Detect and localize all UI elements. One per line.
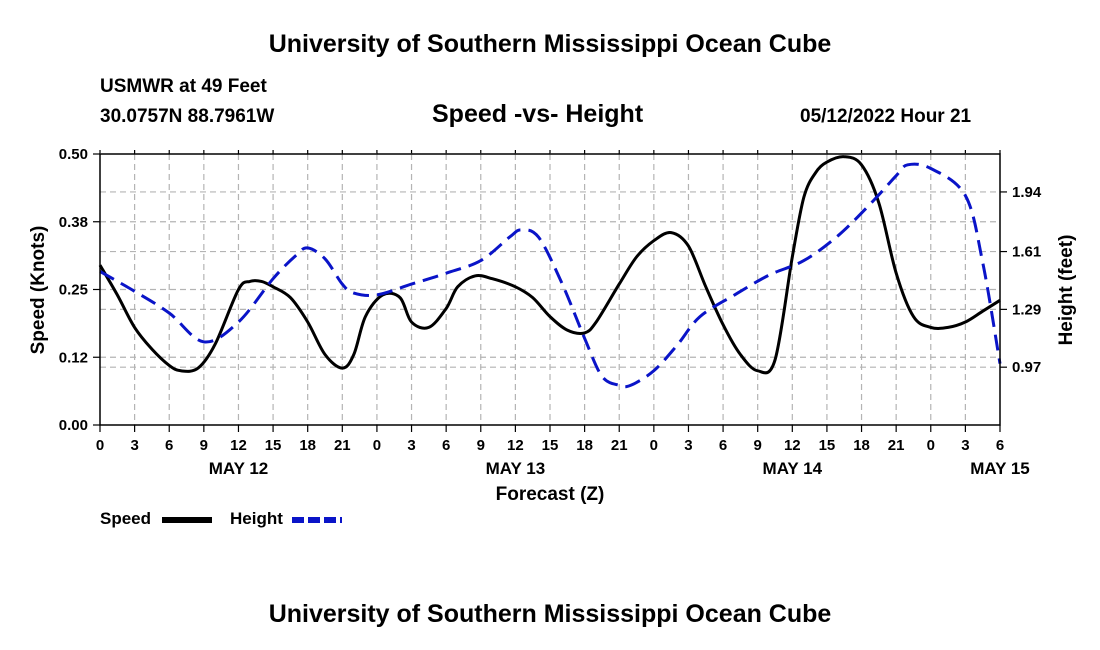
date-label: MAY 14 (763, 459, 823, 478)
x-tick-label: 21 (334, 437, 351, 454)
x-tick-label: 18 (853, 437, 870, 454)
y-axis-title: Speed (Knots) (28, 226, 49, 355)
page-title: University of Southern Mississippi Ocean… (268, 30, 832, 58)
x-tick-label: 9 (477, 437, 485, 454)
series-line-height (99, 162, 1002, 389)
x-tick-label: 9 (754, 437, 762, 454)
x-tick-label: 6 (719, 437, 727, 454)
x-tick-label: 21 (888, 437, 905, 454)
x-tick-label: 15 (542, 437, 559, 454)
x-tick-label: 12 (784, 437, 801, 454)
x-tick-label: 6 (442, 437, 450, 454)
station-label: USMWR at 49 Feet (100, 76, 267, 97)
x-axis-title: Forecast (Z) (496, 484, 605, 505)
x-tick-label: 3 (407, 437, 415, 454)
x-tick-label: 0 (650, 437, 658, 454)
x-tick-label: 12 (230, 437, 247, 454)
x-tick-label: 3 (961, 437, 969, 454)
legend-height-label: Height (230, 509, 283, 528)
series-line-speed (98, 155, 1001, 375)
station-coordinates: 30.0757N 88.7961W (100, 106, 275, 127)
series-lines (98, 155, 1002, 389)
x-tick-label: 3 (684, 437, 692, 454)
x-tick-label: 6 (996, 437, 1004, 454)
x-tick-label: 3 (130, 437, 138, 454)
y2-tick-label: 1.61 (1012, 244, 1041, 261)
y2-axis-title: Height (feet) (1056, 235, 1077, 346)
x-tick-label: 21 (611, 437, 628, 454)
y-tick-label: 0.12 (59, 349, 88, 366)
x-tick-label: 6 (165, 437, 173, 454)
x-tick-label: 0 (96, 437, 104, 454)
date-label: MAY 13 (486, 459, 546, 478)
x-tick-label: 15 (819, 437, 836, 454)
x-tick-label: 0 (373, 437, 381, 454)
y2-tick-label: 1.94 (1012, 184, 1042, 201)
y-tick-label: 0.25 (59, 282, 88, 299)
x-tick-label: 15 (265, 437, 282, 454)
y-tick-label: 0.38 (59, 214, 88, 231)
x-tick-label: 18 (576, 437, 593, 454)
axis-labels: 0 3 6 9 12 15 18 21 0 3 6 9 12 15 18 21 0 3 6 9 12 15 18 21 0 3 6 0… (28, 146, 1077, 505)
chart-title: Speed -vs- Height (432, 100, 644, 128)
y-tick-label: 0.00 (59, 417, 88, 434)
x-tick-label: 18 (299, 437, 316, 454)
footer-title: University of Southern Mississippi Ocean… (268, 600, 832, 628)
grid-lines (100, 154, 1000, 425)
date-label: MAY 12 (209, 459, 269, 478)
y2-tick-label: 0.97 (1012, 359, 1041, 376)
legend-speed-label: Speed (100, 509, 152, 528)
x-tick-label: 0 (927, 437, 935, 454)
plot-frame (99, 153, 1001, 426)
y2-tick-label: 1.29 (1012, 301, 1041, 318)
forecast-datetime: 05/12/2022 Hour 21 (800, 106, 972, 127)
y-tick-label: 0.50 (59, 146, 88, 163)
x-tick-label: 9 (200, 437, 208, 454)
date-label: MAY 15 (970, 459, 1030, 478)
x-tick-label: 12 (507, 437, 524, 454)
